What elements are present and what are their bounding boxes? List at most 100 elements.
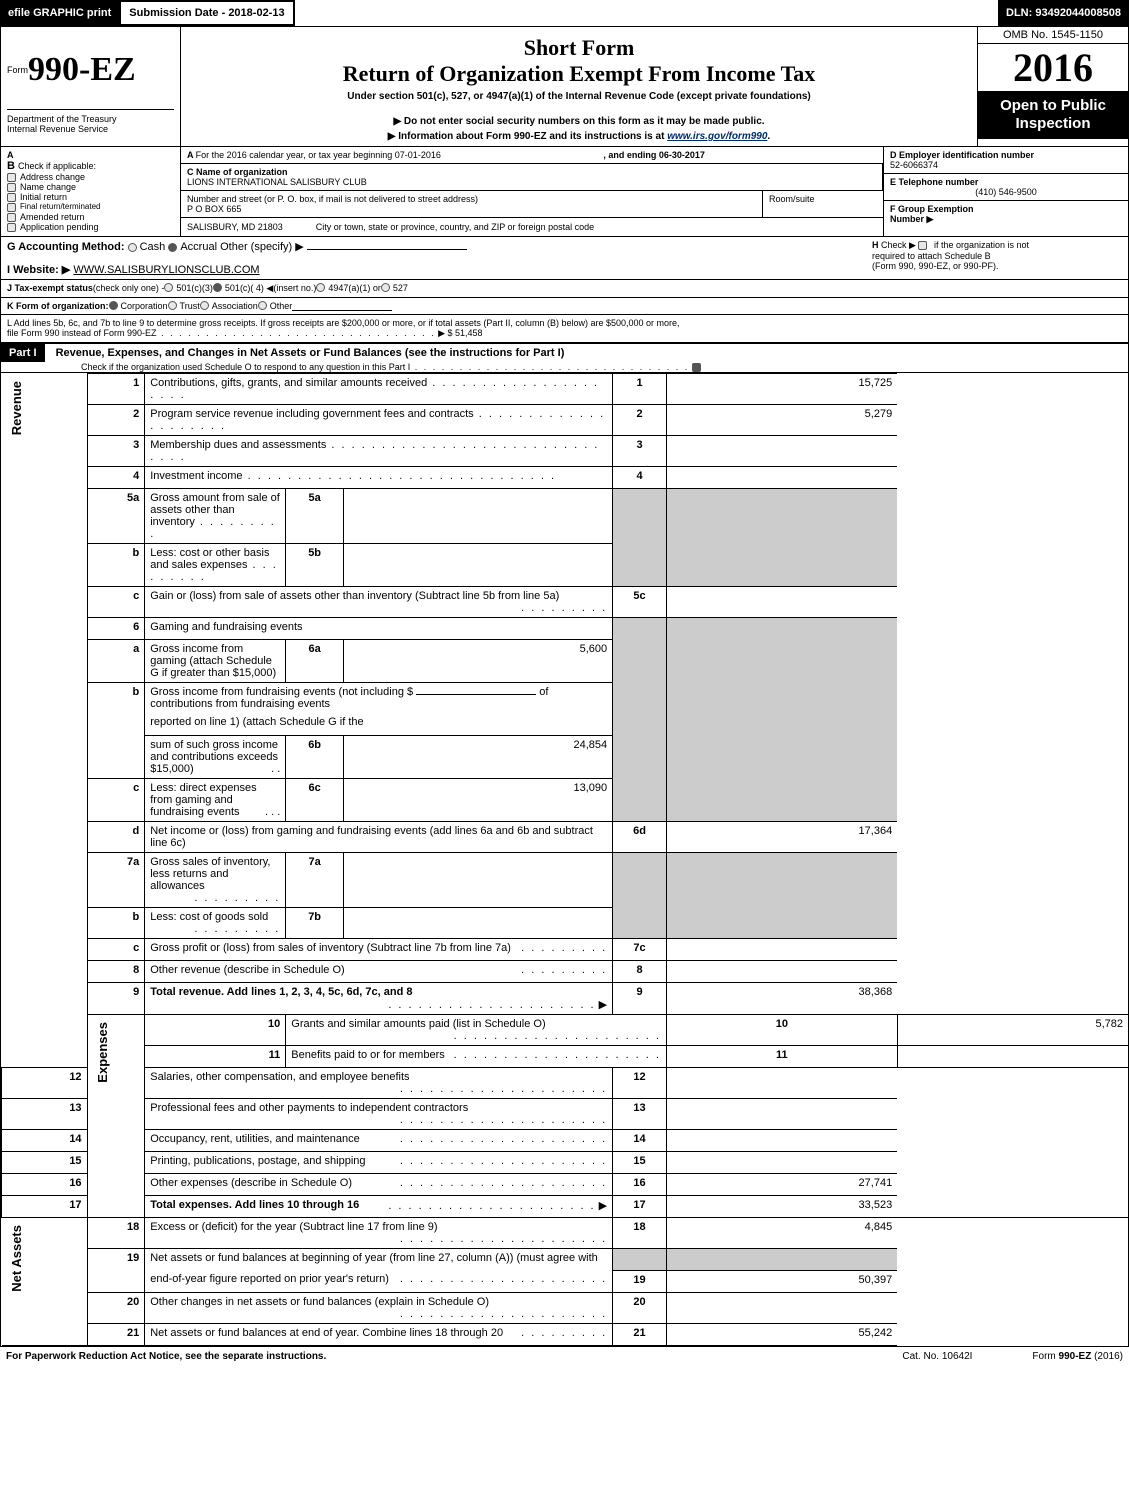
a-end: , and ending 06-30-2017 (603, 150, 705, 160)
line-15: 15Printing, publications, postage, and s… (2, 1151, 1129, 1173)
row-j: J Tax-exempt status (check only one) - 5… (1, 280, 1128, 298)
l7c-v (666, 938, 897, 960)
l7c-t: Gross profit or (loss) from sales of inv… (150, 942, 511, 954)
line-18: Net Assets 18Excess or (deficit) for the… (2, 1217, 1129, 1248)
l2-t: Program service revenue including govern… (150, 408, 473, 420)
main-title: Return of Organization Exempt From Incom… (187, 61, 971, 87)
revenue-label: Revenue (7, 377, 26, 439)
website-val[interactable]: WWW.SALISBURYLIONSCLUB.COM (73, 264, 259, 276)
g-accrual: Accrual (180, 241, 217, 253)
street-val: P O BOX 665 (187, 204, 756, 214)
line-6b-3: sum of such gross income and contributio… (2, 735, 1129, 778)
netassets-label: Net Assets (7, 1221, 26, 1296)
k-opt-1: Trust (180, 301, 200, 311)
dln-label: DLN: 93492044008508 (998, 0, 1129, 26)
radio-assoc[interactable] (200, 301, 209, 310)
cb-application-pending[interactable] (7, 223, 16, 232)
efile-print-button[interactable]: efile GRAPHIC print (0, 0, 119, 26)
cb-schedule-b[interactable] (918, 241, 927, 250)
i-label: I Website: ▶ (7, 264, 70, 276)
e-label: E Telephone number (890, 177, 1122, 187)
b-head: Check if applicable: (18, 161, 96, 171)
row-gh: G Accounting Method: Cash Accrual Other … (1, 237, 1128, 280)
a-line-text: For the 2016 calendar year, or tax year … (196, 150, 441, 160)
line-13: 13Professional fees and other payments t… (2, 1098, 1129, 1129)
cb-initial-return[interactable] (7, 193, 16, 202)
l4-v (666, 467, 897, 489)
org-name: LIONS INTERNATIONAL SALISBURY CLUB (187, 177, 876, 187)
l13-v (666, 1098, 897, 1129)
j-4947: 4947(a)(1) or (328, 283, 381, 294)
footer: For Paperwork Reduction Act Notice, see … (0, 1347, 1129, 1366)
l16-t: Other expenses (describe in Schedule O) (150, 1177, 352, 1189)
l18-v: 4,845 (666, 1217, 897, 1248)
cb-amended-return[interactable] (7, 213, 16, 222)
j-501c: 501(c)( 4) ◀(insert no.) (225, 283, 316, 294)
line-8: 8Other revenue (describe in Schedule O) … (2, 960, 1129, 982)
radio-527[interactable] (381, 283, 390, 292)
line-4: 4Investment income 4 (2, 467, 1129, 489)
l14-t: Occupancy, rent, utilities, and maintena… (150, 1133, 360, 1145)
title-cell: Short Form Return of Organization Exempt… (181, 27, 978, 146)
h-text4: (Form 990, 990-EZ, or 990-PF). (872, 261, 999, 271)
open-line2: Inspection (980, 115, 1126, 133)
cb-name-change[interactable] (7, 183, 16, 192)
l6-t: Gaming and fundraising events (145, 618, 613, 640)
h-text2: if the organization is not (934, 240, 1029, 250)
header-grid: Form 990-EZ Department of the Treasury I… (1, 27, 1128, 147)
b-opt-4: Amended return (20, 212, 85, 222)
l6a-mv: 5,600 (343, 640, 612, 683)
cb-schedule-o[interactable] (692, 363, 701, 372)
l5c-v (666, 587, 897, 618)
l16-v: 27,741 (666, 1173, 897, 1195)
radio-501c[interactable] (213, 283, 222, 292)
h-text1: Check ▶ (881, 240, 916, 250)
radio-other[interactable] (258, 301, 267, 310)
l6c-mv: 13,090 (343, 778, 612, 821)
b-opt-0: Address change (20, 172, 85, 182)
line-6b-2: reported on line 1) (attach Schedule G i… (2, 713, 1129, 735)
room-suite: Room/suite (763, 191, 883, 217)
line-12: 12Salaries, other compensation, and empl… (2, 1067, 1129, 1098)
dept-treasury: Department of the Treasury (7, 114, 174, 124)
l15-t: Printing, publications, postage, and shi… (150, 1155, 365, 1167)
radio-501c3[interactable] (164, 283, 173, 292)
l5a-mv (343, 489, 612, 544)
cb-address-change[interactable] (7, 173, 16, 182)
radio-4947[interactable] (316, 283, 325, 292)
l12-v (666, 1067, 897, 1098)
l13-t: Professional fees and other payments to … (150, 1102, 468, 1114)
city-label: City or town, state or province, country… (316, 222, 594, 232)
part1-label: Part I (1, 344, 45, 362)
g-cash: Cash (140, 241, 166, 253)
irs-link[interactable]: www.irs.gov/form990 (667, 131, 767, 142)
l9-t: Total revenue. Add lines 1, 2, 3, 4, 5c,… (150, 986, 412, 998)
radio-corp[interactable] (109, 301, 118, 310)
cb-final-return[interactable] (7, 203, 16, 212)
lines-table: Revenue 1Contributions, gifts, grants, a… (1, 373, 1128, 1346)
l12-t: Salaries, other compensation, and employ… (150, 1071, 409, 1083)
col-c: A For the 2016 calendar year, or tax yea… (181, 147, 883, 236)
line-19a: 19Net assets or fund balances at beginni… (2, 1248, 1129, 1270)
pra-notice: For Paperwork Reduction Act Notice, see … (6, 1351, 326, 1362)
l11-t: Benefits paid to or for members (291, 1049, 444, 1061)
line-5b: bLess: cost or other basis and sales exp… (2, 544, 1129, 587)
l7a-t: Gross sales of inventory, less returns a… (150, 856, 270, 892)
l19-v: 50,397 (666, 1270, 897, 1292)
form-prefix: Form (7, 65, 28, 75)
b-opt-1: Name change (20, 182, 76, 192)
irs-label: Internal Revenue Service (7, 124, 174, 134)
radio-cash[interactable] (128, 243, 137, 252)
line-21: 21Net assets or fund balances at end of … (2, 1323, 1129, 1345)
line-5a: 5aGross amount from sale of assets other… (2, 489, 1129, 544)
line-3: 3Membership dues and assessments 3 (2, 436, 1129, 467)
right-header-cell: OMB No. 1545-1150 2016 Open to Public In… (978, 27, 1128, 146)
l6b-l2: reported on line 1) (attach Schedule G i… (145, 713, 613, 735)
k-opt-0: Corporation (121, 301, 168, 311)
line-7a: 7aGross sales of inventory, less returns… (2, 852, 1129, 907)
l7b-mv (343, 907, 612, 938)
k-label: K Form of organization: (7, 301, 109, 311)
radio-trust[interactable] (168, 301, 177, 310)
radio-accrual[interactable] (168, 243, 177, 252)
row-k: K Form of organization: Corporation Trus… (1, 298, 1128, 315)
